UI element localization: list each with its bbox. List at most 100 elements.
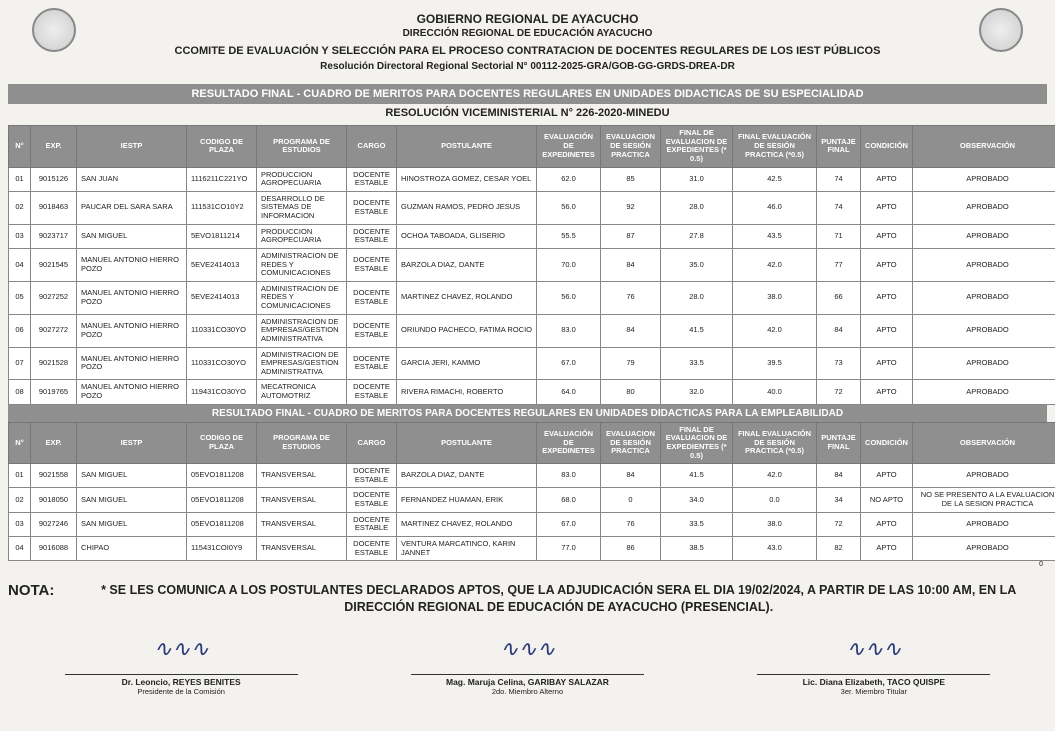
- cell-iestp: SAN MIGUEL: [77, 512, 187, 536]
- cell-cargo: DOCENTE ESTABLE: [347, 248, 397, 281]
- cell-condicion: APTO: [861, 380, 913, 404]
- signature-scribble-icon: ∿∿∿: [382, 636, 673, 672]
- col-cargo: CARGO: [347, 422, 397, 464]
- cell-codigo: 110331CO30YO: [187, 347, 257, 380]
- cell-puntaje: 74: [817, 167, 861, 191]
- cell-condicion: APTO: [861, 248, 913, 281]
- cell-n: 06: [9, 314, 31, 347]
- col-iestp: IESTP: [77, 422, 187, 464]
- cell-codigo: 05EVO1811208: [187, 488, 257, 512]
- cell-cargo: DOCENTE ESTABLE: [347, 464, 397, 488]
- cell-programa: MECATRONICA AUTOMOTRIZ: [257, 380, 347, 404]
- cell-programa: DESARROLLO DE SISTEMAS DE INFORMACION: [257, 191, 347, 224]
- col-exp: EXP.: [31, 126, 77, 168]
- cell-n: 03: [9, 224, 31, 248]
- col-programa: PROGRAMA DE ESTUDIOS: [257, 126, 347, 168]
- col-cargo: CARGO: [347, 126, 397, 168]
- cell-postulante: BARZOLA DIAZ, DANTE: [397, 464, 537, 488]
- cell-ev_ses: 79: [601, 347, 661, 380]
- cell-ev_exp: 70.0: [537, 248, 601, 281]
- col-n: N°: [9, 126, 31, 168]
- cell-cargo: DOCENTE ESTABLE: [347, 224, 397, 248]
- cell-ev_ses: 87: [601, 224, 661, 248]
- cell-puntaje: 72: [817, 380, 861, 404]
- col-puntaje: PUNTAJE FINAL: [817, 422, 861, 464]
- cell-iestp: MANUEL ANTONIO HIERRO POZO: [77, 248, 187, 281]
- cell-cargo: DOCENTE ESTABLE: [347, 536, 397, 560]
- signature-role: Presidente de la Comisión: [36, 687, 327, 696]
- table-especialidad: N° EXP. IESTP CODIGO DE PLAZA PROGRAMA D…: [8, 125, 1055, 405]
- nota-label: NOTA:: [8, 582, 54, 599]
- signature-scribble-icon: ∿∿∿: [36, 636, 327, 672]
- table-row: 049016088CHIPAO115431COI0Y9TRANSVERSALDO…: [9, 536, 1055, 560]
- cell-n: 01: [9, 167, 31, 191]
- cell-puntaje: 74: [817, 191, 861, 224]
- cell-puntaje: 71: [817, 224, 861, 248]
- cell-iestp: SAN MIGUEL: [77, 488, 187, 512]
- cell-puntaje: 84: [817, 464, 861, 488]
- col-iestp: IESTP: [77, 126, 187, 168]
- cell-programa: ADMINISTRACION DE REDES Y COMUNICACIONES: [257, 281, 347, 314]
- cell-exp: 9027246: [31, 512, 77, 536]
- cell-obs: NO SE PRESENTO A LA EVALUACION DE LA SES…: [913, 488, 1055, 512]
- cell-postulante: BARZOLA DIAZ, DANTE: [397, 248, 537, 281]
- col-codigo: CODIGO DE PLAZA: [187, 422, 257, 464]
- cell-exp: 9021558: [31, 464, 77, 488]
- table-header: N° EXP. IESTP CODIGO DE PLAZA PROGRAMA D…: [9, 422, 1055, 464]
- cell-obs: APROBADO: [913, 314, 1055, 347]
- cell-iestp: MANUEL ANTONIO HIERRO POZO: [77, 281, 187, 314]
- col-n: N°: [9, 422, 31, 464]
- col-obs: OBSERVACIÓN: [913, 422, 1055, 464]
- cell-fin_ses: 42.0: [733, 314, 817, 347]
- signature-name: Lic. Diana Elizabeth, TACO QUISPE: [728, 677, 1019, 687]
- cell-ev_ses: 0: [601, 488, 661, 512]
- cell-obs: APROBADO: [913, 464, 1055, 488]
- cell-exp: 9018463: [31, 191, 77, 224]
- cell-condicion: APTO: [861, 512, 913, 536]
- cell-obs: APROBADO: [913, 224, 1055, 248]
- cell-programa: TRANSVERSAL: [257, 488, 347, 512]
- cell-puntaje: 34: [817, 488, 861, 512]
- cell-fin_ses: 39.5: [733, 347, 817, 380]
- cell-obs: APROBADO: [913, 536, 1055, 560]
- col-postulante: POSTULANTE: [397, 126, 537, 168]
- table-row: 029018050SAN MIGUEL05EVO1811208TRANSVERS…: [9, 488, 1055, 512]
- table-header: N° EXP. IESTP CODIGO DE PLAZA PROGRAMA D…: [9, 126, 1055, 168]
- cell-postulante: VENTURA MARCATINCO, KARIN JANNET: [397, 536, 537, 560]
- col-ev-exp: EVALUACIÓN DE EXPEDINETES: [537, 422, 601, 464]
- cell-postulante: FERNANDEZ HUAMAN, ERIK: [397, 488, 537, 512]
- cell-fin_ses: 42.0: [733, 248, 817, 281]
- cell-postulante: OCHOA TABOADA, GLISERIO: [397, 224, 537, 248]
- cell-n: 05: [9, 281, 31, 314]
- cell-cargo: DOCENTE ESTABLE: [347, 347, 397, 380]
- cell-puntaje: 82: [817, 536, 861, 560]
- col-fin-ses: FINAL EVALUACIÓN DE SESIÓN PRACTICA (*0.…: [733, 126, 817, 168]
- cell-fin_exp: 27.8: [661, 224, 733, 248]
- col-fin-exp: FINAL DE EVALUACION DE EXPEDIENTES (* 0.…: [661, 126, 733, 168]
- cell-exp: 9021545: [31, 248, 77, 281]
- signature-2: ∿∿∿ Mag. Maruja Celina, GARIBAY SALAZAR …: [382, 636, 673, 696]
- cell-ev_exp: 68.0: [537, 488, 601, 512]
- banner-especialidad: RESULTADO FINAL - CUADRO DE MERITOS PARA…: [8, 84, 1047, 104]
- cell-fin_exp: 35.0: [661, 248, 733, 281]
- cell-codigo: 5EVO1811214: [187, 224, 257, 248]
- cell-postulante: GUZMAN RAMOS, PEDRO JESUS: [397, 191, 537, 224]
- cell-exp: 9018050: [31, 488, 77, 512]
- signature-scribble-icon: ∿∿∿: [728, 636, 1019, 672]
- cell-fin_ses: 38.0: [733, 281, 817, 314]
- cell-ev_ses: 84: [601, 248, 661, 281]
- cell-programa: ADMINISTRACION DE EMPRESAS/GESTION ADMIN…: [257, 347, 347, 380]
- cell-postulante: MARTINEZ CHAVEZ, ROLANDO: [397, 281, 537, 314]
- subbanner-resolucion: RESOLUCIÓN VICEMINISTERIAL N° 226-2020-M…: [8, 104, 1047, 125]
- cell-fin_ses: 38.0: [733, 512, 817, 536]
- document-header: GOBIERNO REGIONAL DE AYACUCHO DIRECCIÓN …: [8, 8, 1047, 78]
- cell-ev_exp: 67.0: [537, 512, 601, 536]
- table-row: 019021558SAN MIGUEL05EVO1811208TRANSVERS…: [9, 464, 1055, 488]
- signature-name: Dr. Leoncio, REYES BENITES: [36, 677, 327, 687]
- cell-codigo: 1116211C221YO: [187, 167, 257, 191]
- cell-fin_exp: 41.5: [661, 314, 733, 347]
- cell-ev_ses: 86: [601, 536, 661, 560]
- cell-n: 03: [9, 512, 31, 536]
- table-row: 069027272MANUEL ANTONIO HIERRO POZO11033…: [9, 314, 1055, 347]
- cell-obs: APROBADO: [913, 512, 1055, 536]
